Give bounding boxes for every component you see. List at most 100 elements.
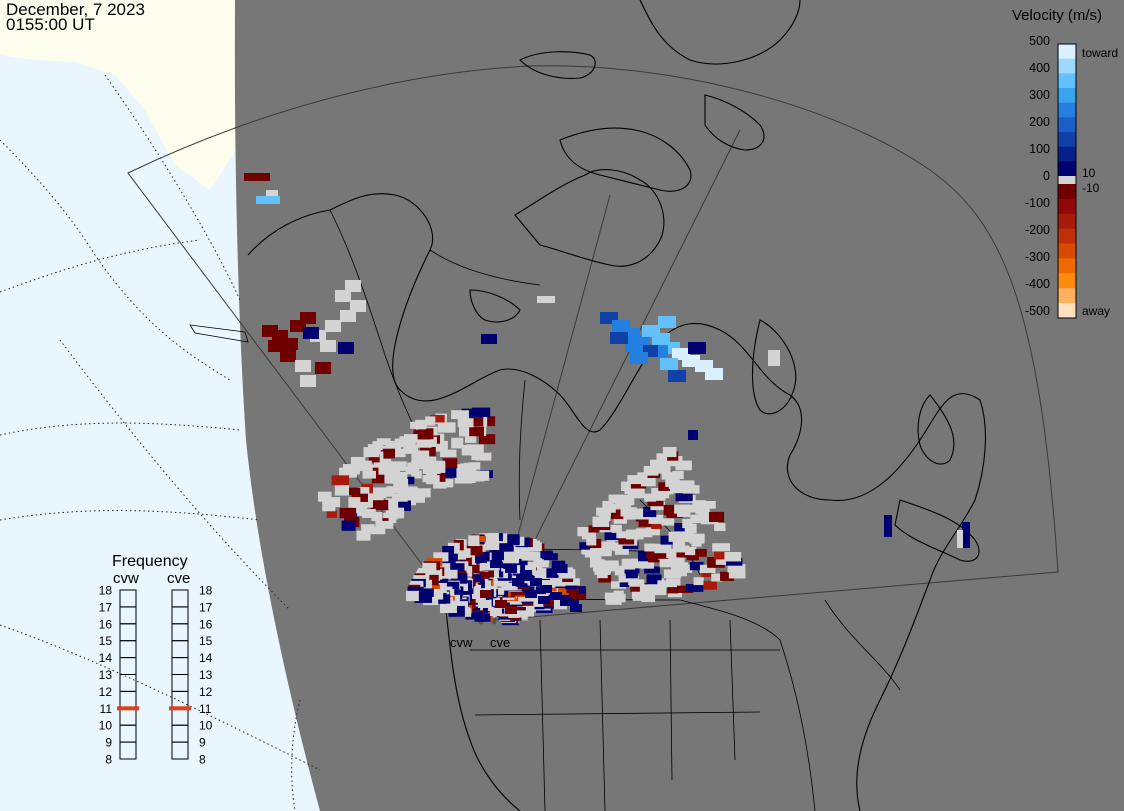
velocity-echo-cell bbox=[690, 514, 703, 524]
velocity-scale-segment-away bbox=[1058, 243, 1076, 259]
velocity-echo-cell bbox=[727, 563, 746, 573]
velocity-echo-cell bbox=[674, 504, 691, 514]
velocity-echo-cell bbox=[454, 473, 473, 484]
velocity-scale-tick: -200 bbox=[1025, 223, 1050, 237]
velocity-echo-cell bbox=[646, 547, 658, 559]
velocity-scale-segment-toward bbox=[1058, 44, 1076, 60]
velocity-echo-cell bbox=[295, 360, 311, 372]
velocity-echo-cell bbox=[635, 528, 653, 538]
velocity-echo-cell bbox=[461, 444, 475, 456]
velocity-echo-cell bbox=[611, 524, 622, 533]
frequency-scale-label: 11 bbox=[100, 702, 113, 716]
velocity-echo-cell bbox=[487, 533, 499, 544]
velocity-echo-cell bbox=[422, 475, 440, 483]
velocity-echo-cell bbox=[689, 561, 704, 571]
velocity-echo-cell bbox=[659, 556, 674, 568]
velocity-echo-cell bbox=[626, 529, 644, 540]
velocity-echo-cell bbox=[425, 416, 436, 426]
velocity-echo-cell bbox=[672, 540, 686, 550]
velocity-echo-cell bbox=[639, 584, 651, 594]
velocity-echo-cell bbox=[322, 501, 336, 512]
velocity-echo-cell bbox=[631, 590, 647, 599]
radar-site-label-cve: cve bbox=[490, 635, 510, 650]
velocity-echo-cell bbox=[550, 592, 562, 600]
velocity-echo-cell bbox=[668, 370, 686, 382]
frequency-scale-label: 10 bbox=[199, 719, 213, 733]
frequency-radar-label-cve: cve bbox=[167, 570, 190, 587]
velocity-scale-segment-away bbox=[1058, 288, 1076, 304]
velocity-scale-tick: 400 bbox=[1029, 61, 1050, 75]
velocity-echo-cell bbox=[466, 444, 484, 456]
velocity-scale-frame bbox=[1057, 43, 1077, 319]
velocity-echo-cell bbox=[350, 300, 366, 312]
velocity-echo-cell bbox=[411, 470, 422, 479]
velocity-echo-cell bbox=[356, 463, 373, 471]
velocity-echo-cell bbox=[657, 580, 671, 588]
velocity-echo-cell bbox=[472, 580, 485, 589]
velocity-echo-cell bbox=[558, 586, 572, 595]
velocity-echo-cell bbox=[688, 342, 706, 354]
velocity-echo-cell bbox=[660, 358, 678, 370]
velocity-echo-cell bbox=[589, 556, 602, 568]
velocity-echo-cell bbox=[592, 516, 610, 527]
velocity-echo-cell bbox=[685, 584, 704, 592]
velocity-echo-cell bbox=[641, 558, 655, 569]
velocity-echo-cell bbox=[619, 578, 633, 588]
velocity-echo-cell bbox=[465, 611, 483, 620]
velocity-echo-cell bbox=[530, 578, 542, 586]
velocity-echo-cell bbox=[689, 533, 705, 544]
velocity-echo-cell bbox=[505, 606, 517, 614]
velocity-echo-cell bbox=[631, 558, 648, 569]
velocity-echo-cell bbox=[406, 590, 419, 602]
velocity-echo-cell bbox=[672, 566, 687, 577]
velocity-scale-title: Velocity (m/s) bbox=[1012, 7, 1102, 24]
velocity-echo-cell bbox=[339, 467, 357, 478]
velocity-scale-segment-toward bbox=[1058, 88, 1076, 104]
velocity-echo-cell bbox=[341, 520, 356, 531]
velocity-echo-cell bbox=[362, 470, 376, 479]
velocity-echo-cell bbox=[671, 562, 689, 572]
velocity-scale-segment-away bbox=[1058, 273, 1076, 289]
velocity-echo-cell bbox=[383, 488, 394, 497]
velocity-echo-cell bbox=[684, 547, 697, 556]
velocity-echo-cell bbox=[348, 497, 361, 508]
velocity-echo-cell bbox=[605, 595, 622, 605]
velocity-echo-cell bbox=[656, 453, 675, 464]
velocity-echo-cell bbox=[407, 586, 424, 595]
velocity-echo-cell bbox=[661, 518, 675, 526]
velocity-echo-cell bbox=[468, 535, 480, 547]
velocity-echo-cell bbox=[612, 542, 625, 552]
velocity-echo-cell bbox=[411, 450, 430, 461]
velocity-echo-cell bbox=[540, 550, 553, 559]
velocity-echo-cell bbox=[618, 575, 630, 583]
velocity-echo-cell bbox=[546, 568, 560, 578]
velocity-echo-cell bbox=[543, 596, 561, 607]
velocity-scale-tick: -100 bbox=[1025, 196, 1050, 210]
velocity-echo-cell bbox=[437, 422, 456, 433]
velocity-echo-cell bbox=[699, 564, 716, 574]
velocity-echo-cell bbox=[502, 534, 520, 546]
velocity-echo-cell bbox=[654, 463, 671, 474]
velocity-echo-cell bbox=[371, 512, 383, 522]
velocity-echo-cell bbox=[471, 452, 485, 461]
velocity-echo-cell bbox=[361, 524, 375, 532]
frequency-scale-label: 13 bbox=[199, 668, 213, 682]
velocity-echo-cell bbox=[303, 327, 319, 339]
velocity-echo-cell bbox=[464, 435, 477, 443]
velocity-echo-cell bbox=[430, 414, 445, 423]
velocity-echo-cell bbox=[660, 535, 675, 545]
velocity-echo-cell bbox=[714, 548, 730, 560]
velocity-echo-cell bbox=[451, 410, 469, 420]
polar-ice-region bbox=[0, 0, 236, 190]
velocity-echo-cell bbox=[637, 472, 656, 484]
velocity-echo-cell bbox=[726, 557, 743, 566]
velocity-echo-cell bbox=[596, 507, 612, 516]
velocity-echo-cell bbox=[385, 498, 399, 510]
velocity-echo-cell bbox=[344, 487, 361, 496]
velocity-echo-cell bbox=[644, 566, 660, 574]
frequency-marker-cvw bbox=[117, 706, 139, 711]
velocity-echo-cell bbox=[625, 568, 638, 579]
velocity-echo-cell bbox=[610, 509, 624, 520]
velocity-echo-cell bbox=[361, 509, 376, 519]
velocity-echo-cell bbox=[663, 504, 682, 516]
